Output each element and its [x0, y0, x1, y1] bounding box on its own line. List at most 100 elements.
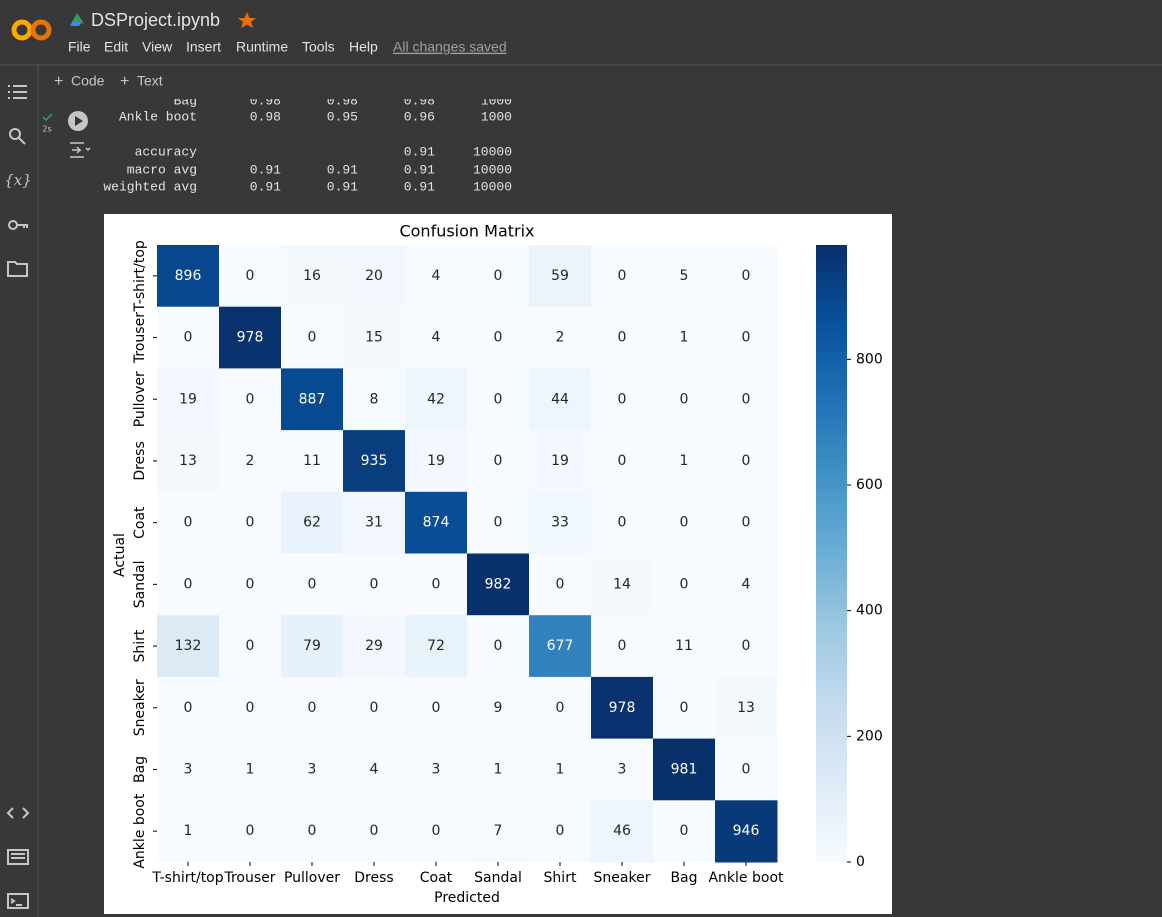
star-icon[interactable] [238, 12, 256, 28]
menu-item[interactable]: Runtime [236, 39, 288, 55]
cell [529, 368, 592, 431]
x-tick-label: Sandal [474, 870, 522, 886]
cell-label: 13 [179, 453, 197, 469]
menu-item[interactable]: Insert [186, 39, 221, 55]
cell-label: 0 [618, 391, 627, 407]
cell-label: 19 [179, 391, 197, 407]
cell-label: 0 [618, 638, 627, 654]
cell-label: 29 [365, 638, 383, 654]
cell-label: 46 [613, 823, 631, 839]
cell-label: 5 [680, 268, 689, 284]
add-code-button[interactable]: Code [71, 73, 105, 89]
cell [591, 615, 654, 678]
drive-icon[interactable] [70, 13, 85, 26]
cell [405, 738, 468, 801]
code-snippets-icon[interactable] [6, 807, 30, 819]
cell [219, 553, 282, 616]
cell-label: 0 [742, 453, 751, 469]
cell-label: 0 [308, 823, 317, 839]
notebook-title[interactable]: DSProject.ipynb [91, 10, 220, 30]
secrets-icon[interactable] [8, 220, 28, 230]
menu-item[interactable]: Tools [302, 39, 335, 55]
cell [529, 615, 592, 678]
x-tick-label: Coat [420, 870, 453, 886]
logo[interactable] [11, 19, 52, 41]
cell [529, 553, 592, 616]
command-palette-icon[interactable] [7, 849, 29, 865]
exec-time: 2s [42, 125, 51, 134]
x-axis-label: Predicted [434, 890, 500, 906]
cell-label: 3 [184, 761, 193, 777]
files-icon[interactable] [7, 261, 28, 277]
cell [343, 738, 406, 801]
cell [219, 491, 282, 554]
report-label: macro avg [127, 162, 197, 177]
terminal-icon[interactable] [7, 893, 29, 909]
cell [653, 430, 716, 493]
cell [281, 615, 344, 678]
cell [653, 615, 716, 678]
run-button[interactable] [68, 111, 88, 131]
cell-label: 3 [432, 761, 441, 777]
cell-label: 0 [432, 700, 441, 716]
output-menu[interactable] [70, 142, 91, 158]
cell [405, 491, 468, 554]
cell-label: 978 [609, 700, 636, 716]
report-value: 0.95 [327, 109, 358, 124]
cell-label: 9 [494, 700, 503, 716]
search-icon[interactable] [9, 128, 26, 145]
cell-label: 4 [742, 576, 751, 592]
cell [343, 430, 406, 493]
add-text-button[interactable]: Text [137, 73, 163, 89]
cell [591, 368, 654, 431]
success-check [42, 113, 53, 122]
cell [467, 676, 530, 740]
variables-icon[interactable]: {x} [4, 171, 32, 189]
toc-icon[interactable] [8, 85, 27, 99]
cell-label: 0 [246, 823, 255, 839]
colorbar-tick-label: 600 [856, 477, 883, 493]
save-status[interactable]: All changes saved [393, 39, 507, 55]
cell [715, 676, 778, 740]
chart-title: Confusion Matrix [399, 222, 534, 241]
cell-label: 62 [303, 515, 321, 531]
cell-label: 0 [680, 700, 689, 716]
cell [653, 368, 716, 431]
x-tick-label: Dress [354, 870, 393, 886]
report-value: 10000 [473, 162, 512, 177]
cell [281, 245, 344, 308]
cell-label: 3 [618, 761, 627, 777]
cell [157, 245, 220, 308]
cell [343, 491, 406, 554]
y-tick-label: Trouser [132, 312, 148, 364]
report-value: 1000 [481, 109, 512, 124]
cell-label: 0 [494, 391, 503, 407]
cell-label: 677 [547, 638, 574, 654]
cell-label: 0 [308, 700, 317, 716]
cell [405, 676, 468, 740]
cell [343, 615, 406, 678]
cell-label: 1 [494, 761, 503, 777]
cell [591, 306, 654, 369]
report-value: 0.91 [250, 162, 281, 177]
cell [591, 800, 654, 863]
cell [343, 800, 406, 863]
cell-label: 0 [680, 823, 689, 839]
cell-label: 2 [556, 330, 565, 346]
x-tick-label: Shirt [544, 870, 577, 886]
colorbar [816, 245, 847, 862]
cell-label: 31 [365, 515, 383, 531]
cell [281, 368, 344, 431]
menu-item[interactable]: Edit [104, 39, 128, 55]
cell-label: 44 [551, 391, 569, 407]
cell [715, 245, 778, 308]
cell [467, 615, 530, 678]
menu-item[interactable]: Help [349, 39, 378, 55]
cell-label: 0 [308, 330, 317, 346]
menu-item[interactable]: File [68, 39, 91, 55]
menu-item[interactable]: View [142, 39, 173, 55]
cell [715, 615, 778, 678]
cell [281, 430, 344, 493]
cell [157, 615, 220, 678]
cell-label: 887 [299, 391, 326, 407]
